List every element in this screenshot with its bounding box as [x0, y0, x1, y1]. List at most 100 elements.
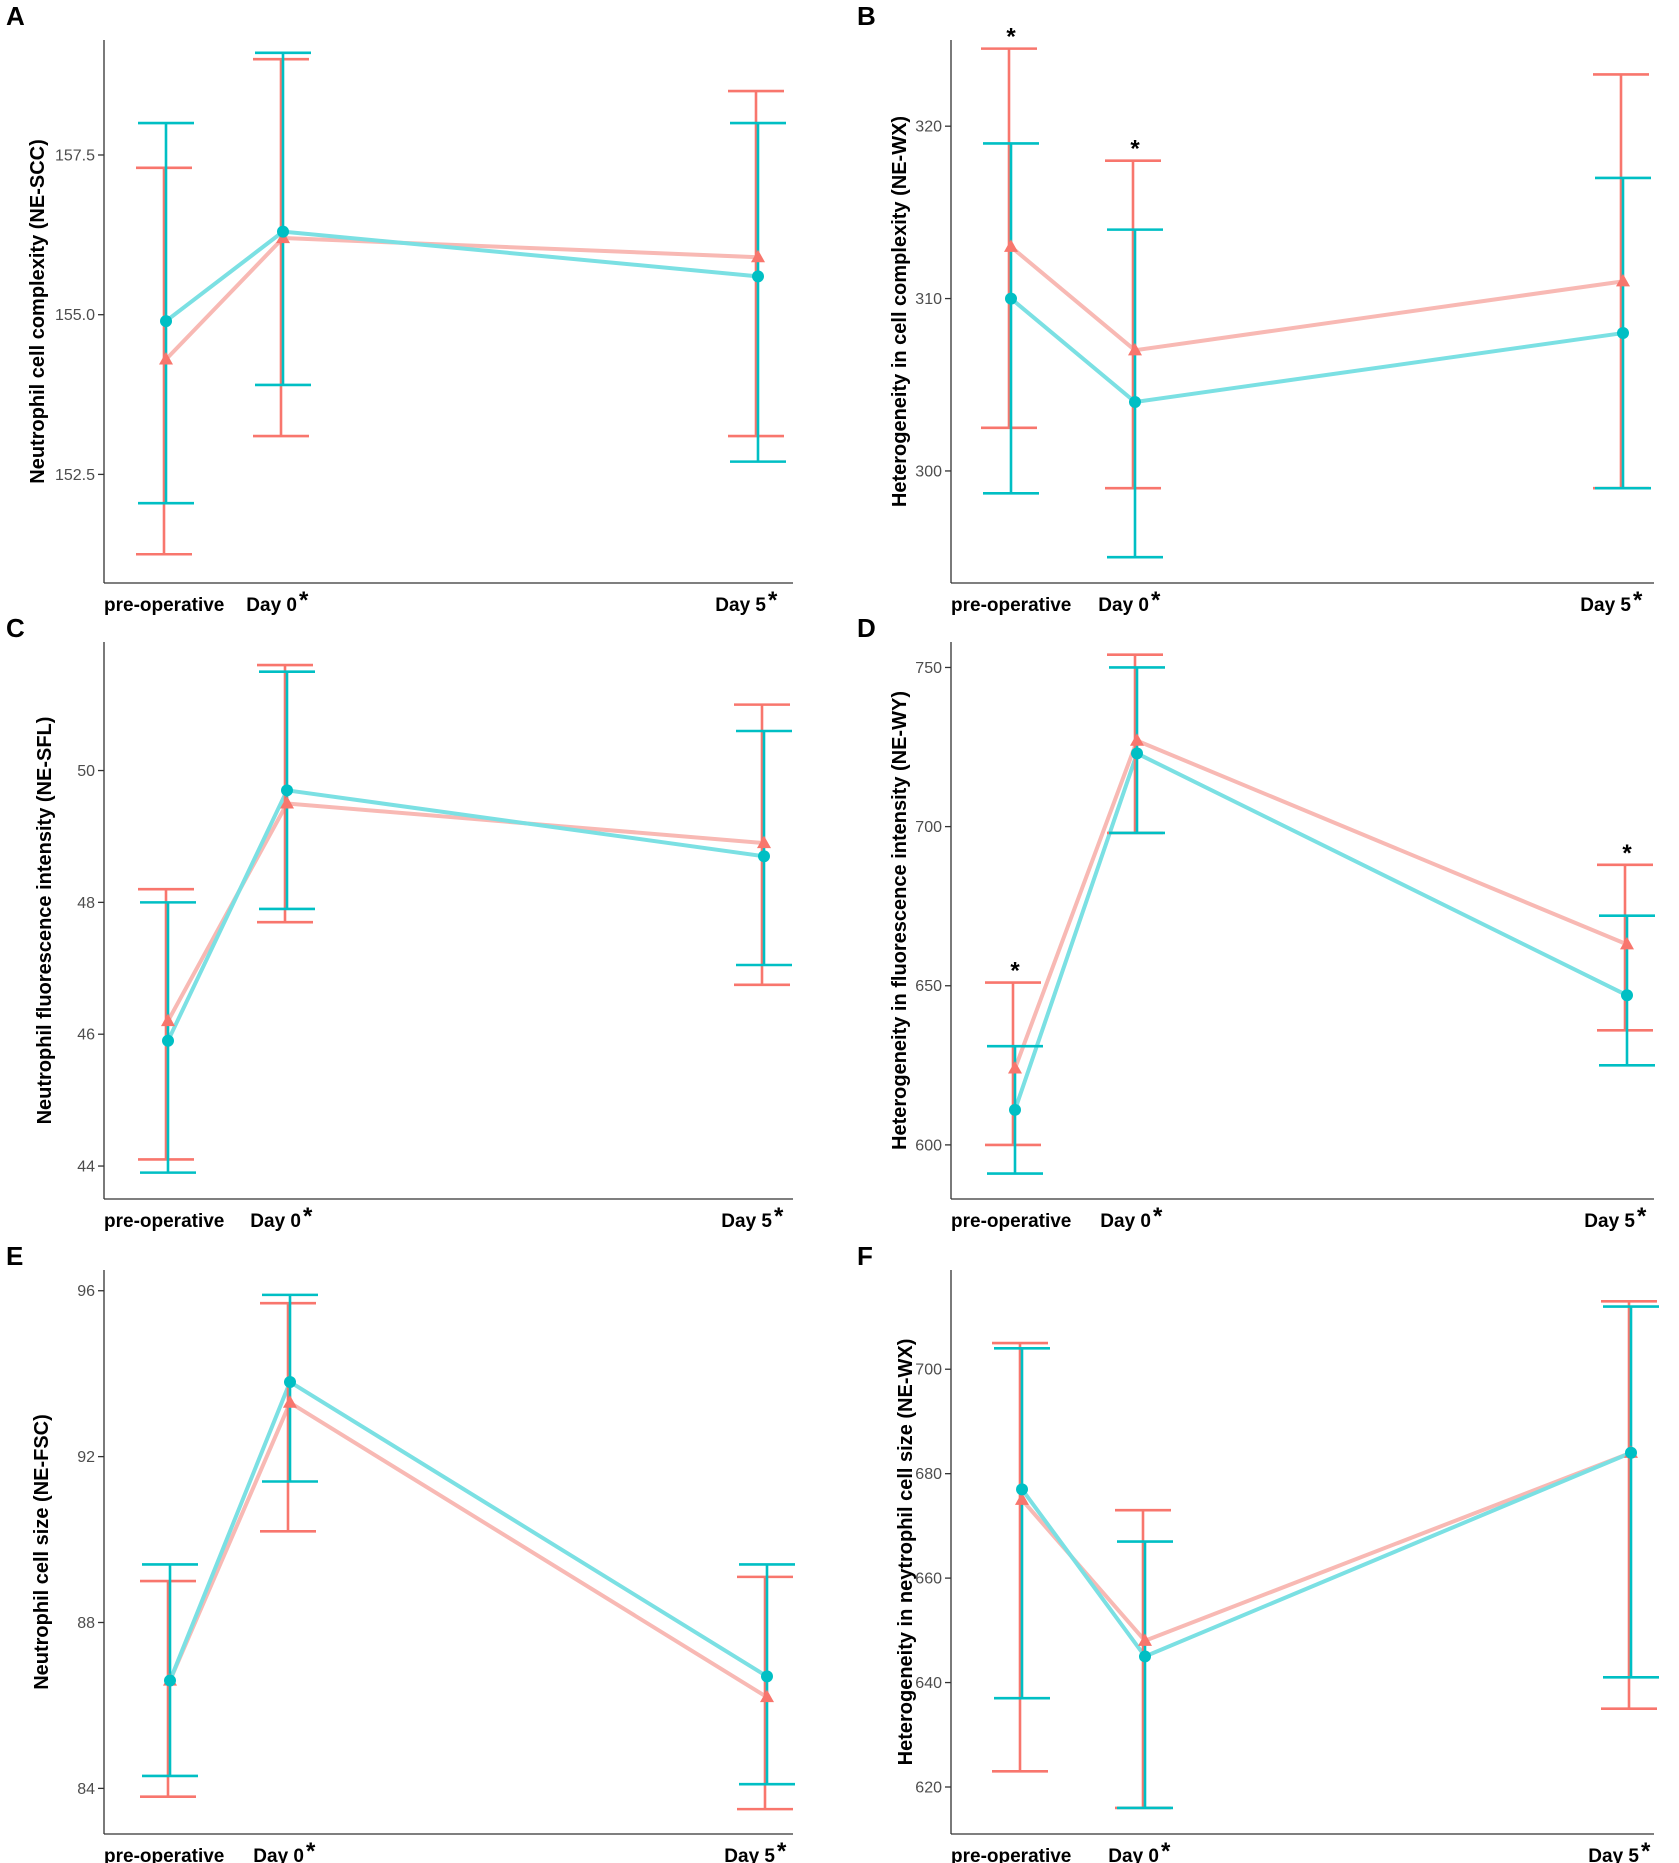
y-tick-label: 50 [77, 763, 95, 780]
series-line-series1 [1013, 738, 1628, 1070]
panel-letter: C [6, 613, 25, 643]
x-tick-significance-star: * [1151, 587, 1161, 614]
data-point-series1 [751, 249, 765, 263]
x-tick-label: pre-operative [951, 1211, 1071, 1232]
x-tick-label: Day 5 [1588, 1846, 1639, 1863]
x-tick-label: Day 0 [253, 1846, 304, 1863]
x-tick-significance-star: * [1641, 1838, 1651, 1863]
panel-letter: F [857, 1241, 873, 1271]
data-point-series1 [1130, 733, 1144, 746]
x-tick-significance-star: * [777, 1838, 787, 1863]
y-tick-label: 88 [77, 1615, 95, 1632]
x-tick-label: Day 5 [1584, 1211, 1635, 1232]
data-point-series2 [1139, 1650, 1151, 1663]
series-line-series1 [164, 236, 759, 361]
data-point-series1 [280, 796, 294, 809]
data-point-series1 [159, 351, 173, 365]
data-point-series1 [1620, 936, 1634, 950]
y-axis-label: Neutrophil cell size (NE-FSC) [31, 1414, 53, 1690]
y-tick-label: 92 [77, 1449, 95, 1466]
x-tick-significance-star: * [306, 1838, 316, 1863]
y-axis-label: Neutrophil fluorescence intensity (NE-SF… [34, 717, 56, 1125]
y-tick-label: 660 [915, 1571, 942, 1588]
data-point-series2 [761, 1670, 773, 1683]
data-point-series2 [1005, 292, 1017, 305]
y-tick-label: 155.0 [55, 307, 95, 324]
x-tick-significance-star: * [768, 587, 778, 614]
x-tick-significance-star: * [774, 1203, 784, 1230]
data-point-series1 [1015, 1492, 1029, 1505]
data-point-series2 [160, 315, 172, 328]
significance-star: * [1010, 958, 1020, 985]
panel-letter: A [6, 1, 25, 31]
series-line-series2 [168, 1379, 769, 1682]
data-point-series2 [284, 1375, 296, 1388]
x-tick-label: Day 0 [250, 1211, 301, 1232]
y-tick-label: 44 [77, 1159, 95, 1176]
series-line-series1 [168, 1400, 769, 1699]
panel-e: E 84 88 92 96 Neutrophil cell size (NE-FSC) pr… [6, 1241, 795, 1863]
y-axis-label: Heterogeneity in cell complexity (NE-WX) [889, 116, 911, 507]
data-point-series2 [758, 850, 770, 863]
data-point-series1 [760, 1689, 774, 1703]
y-tick-label: 84 [77, 1781, 95, 1798]
x-tick-label: pre-operative [104, 595, 224, 616]
y-tick-label: 46 [77, 1027, 95, 1044]
data-point-series1 [283, 1395, 297, 1408]
significance-star: * [1130, 136, 1140, 163]
y-tick-label: 750 [915, 660, 942, 677]
x-tick-significance-star: * [1153, 1203, 1163, 1230]
y-tick-label: 157.5 [55, 147, 95, 164]
data-point-series2 [1617, 327, 1629, 340]
data-point-series2 [162, 1034, 174, 1047]
x-tick-label: pre-operative [104, 1211, 224, 1232]
series-line-series2 [1020, 1450, 1632, 1659]
y-axis-label: Heterogeneity in fluorescence intensity … [889, 691, 911, 1150]
x-tick-significance-star: * [299, 587, 309, 614]
panel-c: C 44 46 48 50 Neutrophil fluorescence intensi… [6, 613, 793, 1232]
y-tick-label: 700 [915, 1362, 942, 1379]
panel-letter: D [857, 613, 876, 643]
y-tick-label: 300 [915, 463, 942, 480]
data-point-series1 [1008, 1061, 1022, 1074]
x-tick-label: Day 0 [246, 595, 297, 616]
data-point-series2 [1009, 1103, 1021, 1116]
data-point-series1 [161, 1013, 175, 1027]
series-line-series1 [1009, 245, 1624, 353]
y-tick-label: 680 [915, 1466, 942, 1483]
panel-a: A 152.5 155.0 157.5 Neutrophil cell complexi… [6, 1, 793, 616]
series-line-series1 [166, 801, 765, 1022]
data-point-series2 [1131, 747, 1143, 760]
data-point-series2 [164, 1674, 176, 1687]
significance-star: * [1006, 24, 1016, 51]
data-point-series1 [1616, 273, 1630, 287]
y-tick-label: 600 [915, 1137, 942, 1154]
x-tick-label: Day 5 [1580, 595, 1631, 616]
data-point-series2 [1129, 396, 1141, 408]
series-line-series2 [166, 788, 765, 1042]
x-tick-significance-star: * [1161, 1838, 1171, 1863]
x-tick-label: pre-operative [104, 1846, 224, 1863]
data-point-series1 [757, 835, 771, 849]
y-tick-label: 48 [77, 895, 95, 912]
x-tick-label: Day 0 [1098, 595, 1149, 616]
series-line-series2 [1009, 297, 1624, 404]
data-point-series2 [1016, 1483, 1028, 1496]
x-tick-label: Day 5 [721, 1211, 772, 1232]
data-point-series2 [277, 225, 289, 238]
y-tick-label: 620 [915, 1780, 942, 1797]
data-point-series2 [752, 270, 764, 283]
x-tick-label: Day 5 [724, 1846, 775, 1863]
x-tick-label: pre-operative [951, 595, 1071, 616]
data-point-series2 [1625, 1446, 1637, 1459]
y-tick-label: 700 [915, 819, 942, 836]
data-point-series2 [1621, 989, 1633, 1002]
y-tick-label: 96 [77, 1283, 95, 1300]
y-tick-label: 310 [915, 291, 942, 308]
y-tick-label: 320 [915, 119, 942, 136]
significance-star: * [1622, 840, 1632, 867]
